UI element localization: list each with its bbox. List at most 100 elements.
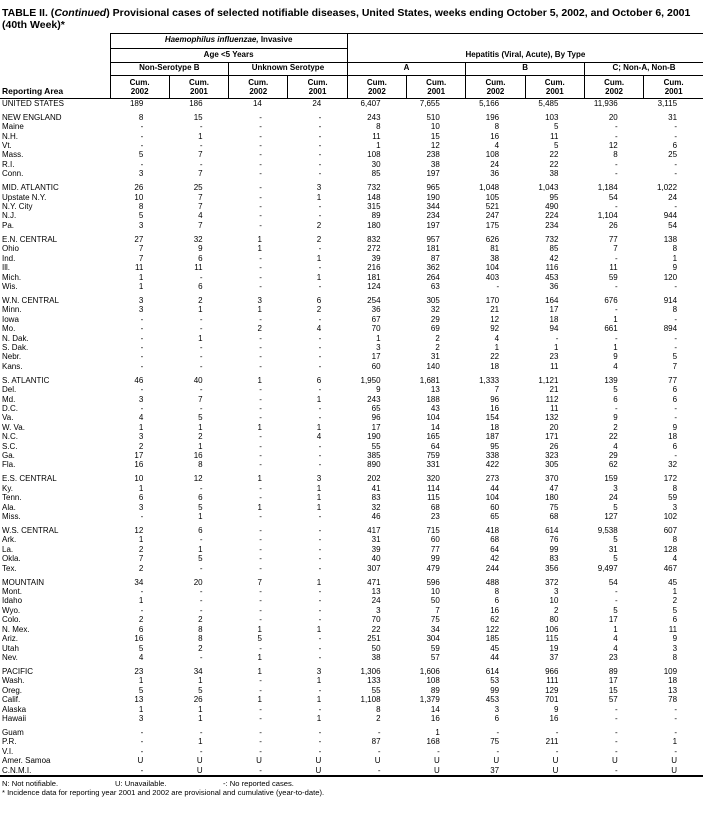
value-cell: -	[318, 605, 322, 615]
value-cell: 488	[485, 577, 500, 587]
table-row: S.C. 2 1 - - 55 64 95 26 4 6	[0, 442, 703, 451]
value-cell: 1	[672, 737, 678, 747]
value-cell: -	[140, 131, 144, 141]
value-cell: 10	[430, 122, 440, 132]
value-cell: 38	[549, 169, 559, 179]
reporting-area-cell: Wash.	[2, 676, 25, 686]
value-cell: 132	[545, 413, 559, 423]
value-cell: 108	[367, 150, 381, 160]
value-cell: -	[496, 727, 500, 737]
value-cell: -	[259, 493, 262, 503]
header-unknown-serotype: Unknown Serotype	[228, 62, 348, 76]
value-cell: -	[674, 451, 678, 460]
reporting-area-cell: Mass.	[2, 150, 24, 160]
value-cell: 16	[490, 131, 500, 141]
reporting-area-cell: Tex.	[2, 563, 17, 573]
value-cell: 453	[545, 272, 559, 282]
reporting-area-cell: S. ATLANTIC	[2, 375, 50, 385]
value-cell: -	[615, 713, 618, 723]
value-cell: -	[259, 554, 262, 564]
value-cell: 83	[549, 554, 559, 564]
table-row: N.H. - 1 - - 11 15 16 11 - -	[0, 132, 703, 141]
value-cell: 1	[257, 502, 262, 512]
value-cell: 6	[672, 385, 678, 395]
value-cell: 596	[426, 577, 440, 587]
value-cell: 181	[426, 244, 440, 254]
value-cell: 34	[193, 666, 203, 676]
value-cell: -	[140, 587, 144, 597]
value-cell: -	[674, 342, 678, 352]
value-cell: 8	[198, 460, 203, 470]
value-cell: -	[140, 512, 144, 522]
value-cell: 60	[490, 502, 500, 512]
reporting-area-cell: Ohio	[2, 244, 19, 254]
cum-label: Cum.	[307, 78, 328, 88]
value-cell: -	[318, 652, 322, 662]
value-cell: 197	[426, 169, 440, 179]
table-row: E.N. CENTRAL 27 32 1 2 832 957 626 732 77 138	[0, 230, 703, 244]
value-cell: 661	[604, 324, 618, 334]
value-cell: -	[199, 535, 203, 545]
value-cell: -	[318, 112, 322, 122]
value-cell: -	[377, 746, 381, 756]
value-cell: 2	[316, 220, 322, 230]
value-cell: U	[611, 756, 618, 766]
cum-label: Cum.	[248, 78, 269, 88]
value-cell: 614	[485, 666, 500, 676]
value-cell: 5	[613, 385, 618, 395]
value-cell: 1	[316, 253, 322, 263]
reporting-area-cell: P.R.	[2, 737, 17, 747]
value-cell: 3	[257, 295, 262, 305]
value-cell: 614	[545, 526, 559, 536]
cum-label: Cum.	[663, 78, 684, 88]
value-cell: 106	[545, 624, 559, 634]
value-cell: 87	[371, 737, 381, 747]
value-cell: -	[318, 263, 322, 273]
value-cell: 4	[613, 361, 618, 371]
value-cell: 4	[316, 432, 322, 442]
value-cell: 7	[613, 244, 618, 254]
table-row: R.I. - - - - 30 38 24 22 - -	[0, 160, 703, 169]
value-cell: 9,497	[597, 563, 618, 573]
value-cell: 323	[545, 451, 559, 460]
cum-label: Cum.	[188, 78, 209, 88]
value-cell: -	[259, 211, 262, 221]
table-title: TABLE II. (Continued) Provisional cases …	[0, 0, 703, 32]
value-cell: -	[259, 685, 262, 695]
reporting-area-cell: V.I.	[2, 746, 14, 756]
value-cell: 7	[198, 220, 203, 230]
value-cell: 11,936	[593, 98, 618, 108]
hib-title-italic: Haemophilus influenzae,	[164, 35, 259, 45]
header-row-cum: Reporting Area Cum. 2002 Cum. 2001 Cum. 200…	[0, 75, 703, 99]
value-cell: -	[259, 272, 262, 282]
value-cell: -	[674, 202, 678, 212]
value-cell: 1,043	[538, 183, 559, 193]
value-cell: 1,108	[360, 695, 381, 705]
value-cell: 7	[138, 554, 144, 564]
table-row: E.S. CENTRAL 10 12 1 3 202 320 273 370 159 172	[0, 470, 703, 484]
value-cell: 8	[672, 652, 678, 662]
value-cell: 22	[608, 432, 618, 442]
table-row: Mont. - - - - 13 10 8 3 - 1	[0, 587, 703, 596]
value-cell: 1	[198, 713, 203, 723]
value-cell: 8	[138, 112, 144, 122]
value-cell: -	[674, 281, 678, 291]
value-cell: 6	[138, 493, 144, 503]
value-cell: -	[674, 713, 678, 723]
value-cell: 16	[430, 713, 440, 723]
value-cell: -	[259, 394, 262, 404]
value-cell: 1	[198, 737, 203, 747]
header-hep-b: B	[465, 62, 585, 76]
value-cell: 44	[490, 652, 500, 662]
value-cell: 37	[549, 652, 559, 662]
value-cell: -	[259, 526, 262, 536]
reporting-area-cell: Colo.	[2, 615, 21, 625]
value-cell: 832	[367, 234, 381, 244]
value-cell: 18	[549, 314, 559, 324]
value-cell: 1	[138, 483, 144, 493]
reporting-area-cell: W.S. CENTRAL	[2, 526, 59, 536]
value-cell: 12	[134, 526, 144, 536]
value-cell: 6	[494, 596, 500, 606]
value-cell: 10	[549, 596, 559, 606]
value-cell: 95	[490, 441, 500, 451]
